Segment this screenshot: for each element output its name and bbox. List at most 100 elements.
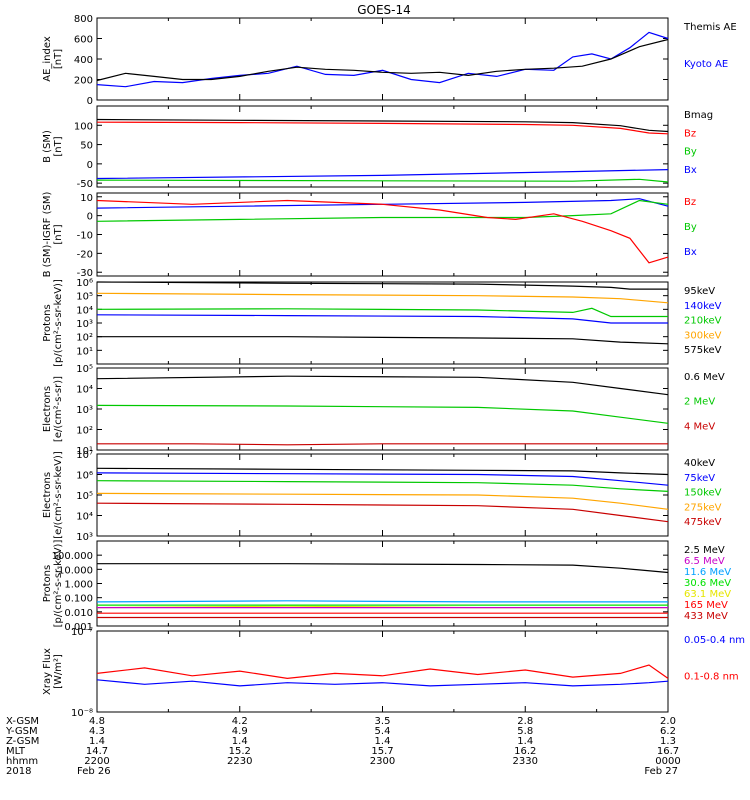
y-tick-label: 0 (87, 96, 93, 107)
panels: 0 200 400 600 800 AE_index[nT] Themis AE Kyoto … (42, 14, 745, 719)
series-575kev (96, 281, 668, 290)
x-axis-value: 4.2 (232, 716, 248, 727)
y-tick-label: 800 (74, 14, 93, 25)
series-275kev (96, 492, 669, 510)
x-axis-value: 2.0 (660, 716, 676, 727)
y-tick-label: 10⁻⁷ (71, 627, 93, 638)
x-axis-value: 16.7 (657, 746, 679, 757)
y-tick-label: 10² (76, 426, 93, 437)
y-tick-label: 10.000 (58, 565, 93, 576)
series-bz (96, 199, 669, 264)
x-axis-value: 2230 (227, 756, 252, 767)
x-axis-value: 4.8 (89, 716, 105, 727)
legend-entry: Bx (684, 165, 697, 176)
panel-protons: 10¹ 10² 10³ 10⁴ 10⁵ 10⁶ Protons[p/(cm²-s-sr-ke… (42, 278, 722, 367)
x-axis-value: 1.4 (89, 736, 105, 747)
y-axis-label: B (SM)-IGRF (SM)[nT] (42, 192, 64, 278)
series-2-mev (96, 404, 669, 424)
series-140kev (96, 314, 668, 324)
x-axis-row-label: Y-GSM (5, 726, 38, 737)
y-tick-label: 10⁶ (76, 278, 93, 289)
y-tick-label: 10³ (76, 532, 93, 543)
y-tick-label: 10³ (76, 405, 93, 416)
legend-entry: Bx (684, 247, 697, 258)
figure-title: GOES-14 (357, 3, 411, 17)
y-tick-label: 10⁴ (76, 385, 93, 396)
legend-entry: 11.6 MeV (684, 567, 731, 578)
series-0-1-0-8-nm (96, 664, 669, 680)
x-axis-value: 2200 (84, 756, 109, 767)
x-axis-value: 2300 (370, 756, 395, 767)
y-tick-label: 10⁶ (76, 471, 93, 482)
y-tick-label: 10⁴ (76, 305, 93, 316)
y-tick-label: -30 (77, 268, 93, 279)
y-tick-label: -50 (77, 179, 93, 190)
y-tick-label: 0 (87, 160, 93, 171)
y-tick-label: 0.001 (64, 622, 93, 633)
y-tick-label: 10 (80, 193, 93, 204)
y-tick-label: 10⁵ (76, 364, 93, 375)
legend-entry: Themis AE (683, 22, 737, 33)
series-0-05-0-4-nm (96, 679, 669, 687)
series-kyoto-ae (96, 31, 669, 88)
legend-entry: 2.5 MeV (684, 545, 725, 556)
y-axis-label: AE_index[nT] (42, 36, 64, 82)
legend-entry: 300keV (684, 330, 722, 341)
y-tick-label: 10¹ (76, 346, 93, 357)
legend-entry: 0.6 MeV (684, 372, 725, 383)
y-tick-label: 10⁻⁸ (71, 708, 93, 719)
legend-entry: 40keV (684, 458, 715, 469)
y-tick-label: 1.000 (64, 580, 93, 591)
panel-frame (96, 17, 669, 101)
x-axis-value: 1.4 (517, 736, 533, 747)
series-75kev (96, 472, 669, 486)
series-95kev (97, 336, 669, 345)
x-axis-row-label: hhmm (6, 756, 38, 767)
series-bx (96, 169, 669, 180)
y-tick-label: 50 (80, 141, 93, 152)
x-axis-value: Feb 26 (77, 766, 111, 777)
legend-entry: 95keV (684, 286, 715, 297)
x-axis-value: 15.7 (371, 746, 393, 757)
x-axis-value: 5.4 (375, 726, 391, 737)
series-300kev (96, 292, 669, 304)
x-axis-value: 16.2 (514, 746, 536, 757)
series-0-6-mev (96, 375, 669, 396)
legend-entry: 150keV (684, 488, 722, 499)
x-axis-value: 15.2 (229, 746, 251, 757)
y-tick-label: 0.010 (64, 608, 93, 619)
panel-electrons_mev: 10¹ 10² 10³ 10⁴ 10⁵ Electrons[e/(cm²-s-sr)] 0.… (42, 364, 725, 457)
y-axis-label: Protons[p/(cm²-s-sr-keV)] (42, 540, 64, 628)
y-tick-label: 600 (74, 35, 93, 46)
legend-entry: 2 MeV (684, 397, 715, 408)
y-tick-label: 10⁷ (76, 450, 93, 461)
x-axis-value: 1.4 (232, 736, 248, 747)
legend-entry: 140keV (684, 301, 722, 312)
y-tick-label: 0 (87, 212, 93, 223)
legend-entry: Kyoto AE (684, 59, 728, 70)
series-bz (96, 121, 669, 135)
series-11-6-mev (96, 600, 668, 603)
series-by (96, 178, 669, 183)
panel-frame (96, 192, 669, 277)
series-210kev (96, 307, 668, 318)
x-axis-value: 14.7 (86, 746, 108, 757)
y-axis-label: Xray Flux[W/m²] (42, 648, 64, 695)
series-4-mev (97, 443, 668, 446)
x-axis-row-label: MLT (6, 746, 26, 757)
y-axis-label: Electrons[e/(cm²-s-sr-keV)] (42, 451, 64, 539)
legend-entry: 275keV (684, 502, 722, 513)
panel-ae: 0 200 400 600 800 AE_index[nT] Themis AE Kyoto … (42, 14, 737, 107)
panel-electrons_kev: 10³ 10⁴ 10⁵ 10⁶ 10⁷ Electrons[e/(cm²-s-sr-keV… (42, 450, 722, 543)
y-axis-label: Electrons[e/(cm²-s-sr)] (42, 376, 64, 442)
series-by (96, 199, 669, 222)
series-themis-ae (96, 38, 669, 82)
y-tick-label: 100 (74, 121, 93, 132)
x-axis-value: 2330 (513, 756, 538, 767)
legend-entry: 0.05-0.4 nm (684, 635, 745, 646)
y-tick-label: 100.000 (52, 551, 93, 562)
series-2-5-mev (97, 563, 669, 574)
panel-frame (96, 367, 669, 451)
x-axis-row-label: X-GSM (6, 716, 39, 727)
